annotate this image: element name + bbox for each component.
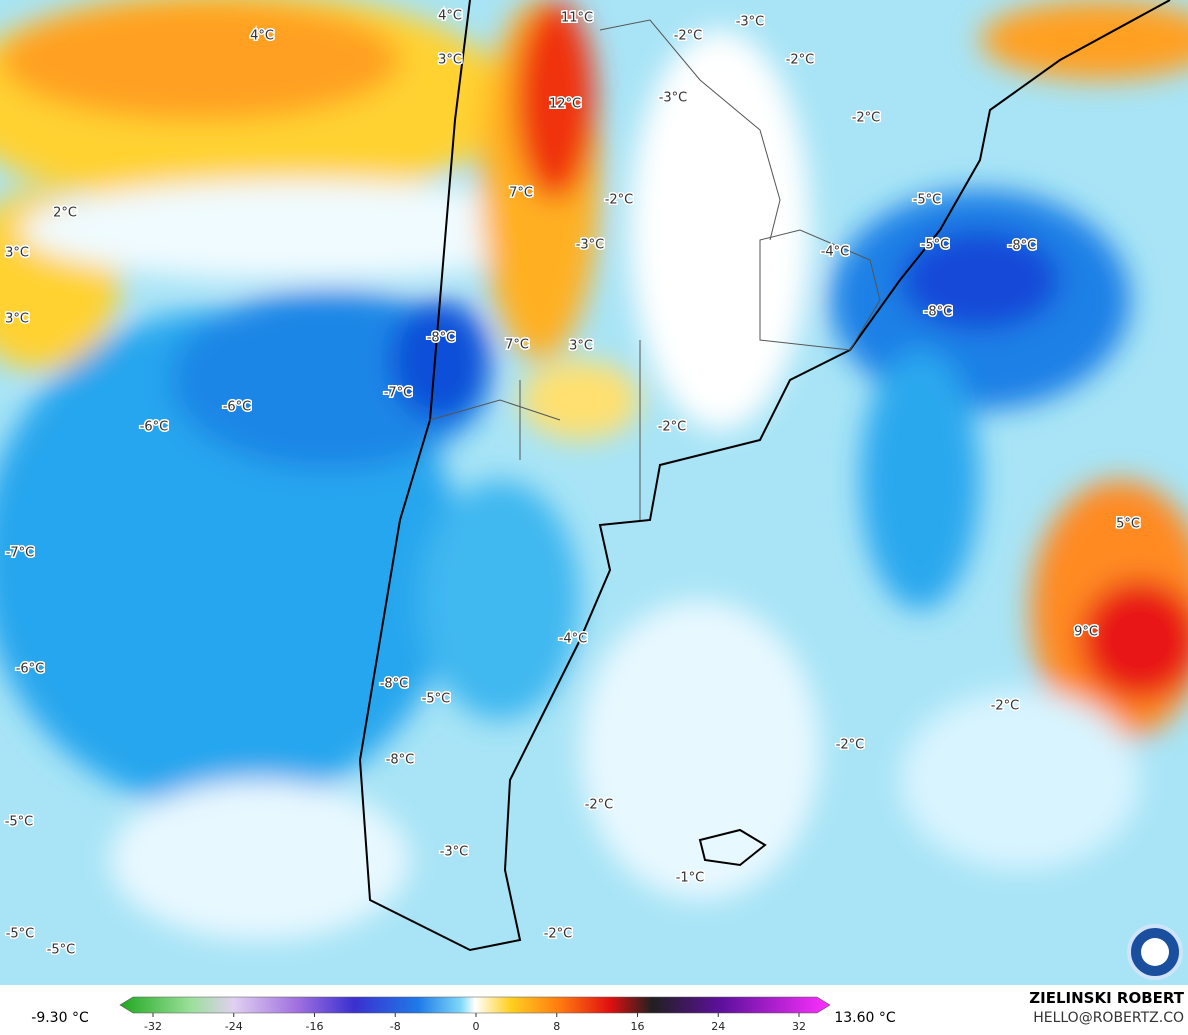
colorbar-tick-label: -8 xyxy=(390,1020,401,1033)
colorbar-tick-label: -32 xyxy=(144,1020,162,1033)
map-label: -5°C xyxy=(6,927,35,942)
map-label: 3°C xyxy=(5,312,29,327)
map-label: 4°C xyxy=(438,9,462,24)
map-label: 2°C xyxy=(53,206,77,221)
map-label: -8°C xyxy=(924,305,953,320)
colorbar-tick-label: -16 xyxy=(306,1020,324,1033)
map-label: -6°C xyxy=(140,420,169,435)
map-label: -2°C xyxy=(836,738,865,753)
map-label: -5°C xyxy=(47,943,76,958)
map-label: -8°C xyxy=(1008,239,1037,254)
map-label: 4°C xyxy=(250,29,274,44)
colorbar-tick-label: 32 xyxy=(792,1020,806,1033)
colorbar-tick-label: -24 xyxy=(225,1020,243,1033)
colorbar-tick-label: 16 xyxy=(631,1020,645,1033)
map-label: -5°C xyxy=(422,692,451,707)
map-label: -2°C xyxy=(674,29,703,44)
map-label: -2°C xyxy=(658,420,687,435)
map-label: -3°C xyxy=(736,15,765,30)
map-label: -2°C xyxy=(605,193,634,208)
map-label: -3°C xyxy=(576,238,605,253)
map-label: 3°C xyxy=(438,53,462,68)
credit-name: ZIELINSKI ROBERT xyxy=(1029,989,1184,1007)
map-label: -4°C xyxy=(559,632,588,647)
map-label: -5°C xyxy=(913,193,942,208)
map-label: -5°C xyxy=(921,238,950,253)
map-label: -7°C xyxy=(6,546,35,561)
map-label: -8°C xyxy=(386,753,415,768)
temperature-field xyxy=(0,0,1188,985)
map-label: 7°C xyxy=(509,186,533,201)
map-label: -8°C xyxy=(427,331,456,346)
map-label: -2°C xyxy=(544,927,573,942)
colorbar-tick-label: 0 xyxy=(473,1020,480,1033)
map-label: 5°C xyxy=(1116,517,1140,532)
credit-contact: HELLO@ROBERTZ.CO xyxy=(1033,1010,1184,1026)
map-label: -1°C xyxy=(676,871,705,886)
map-label: 3°C xyxy=(5,246,29,261)
map-label: -6°C xyxy=(223,400,252,415)
colorbar-tick-label: 8 xyxy=(553,1020,560,1033)
map-label: 9°C xyxy=(1074,625,1098,640)
map-label: 12°C xyxy=(549,97,581,112)
map-label: -4°C xyxy=(821,245,850,260)
map-label: -6°C xyxy=(16,662,45,677)
map-label: -2°C xyxy=(852,111,881,126)
map-label: -2°C xyxy=(991,699,1020,714)
colorbar xyxy=(119,996,831,1014)
map-label: -3°C xyxy=(659,91,688,106)
noaa-logo xyxy=(1127,924,1183,980)
map-label: 7°C xyxy=(505,338,529,353)
colorbar-max: 13.60 °C xyxy=(834,1010,896,1026)
map-label: -3°C xyxy=(440,845,469,860)
colorbar-min: -9.30 °C xyxy=(31,1010,89,1026)
map-label: -8°C xyxy=(380,677,409,692)
map-label: -7°C xyxy=(384,386,413,401)
map-label: 3°C xyxy=(569,339,593,354)
map-label: -5°C xyxy=(5,815,34,830)
map-label: -2°C xyxy=(585,798,614,813)
map-label: 11°C xyxy=(561,11,593,26)
map-label: -2°C xyxy=(786,53,815,68)
colorbar-tick-label: 24 xyxy=(711,1020,725,1033)
